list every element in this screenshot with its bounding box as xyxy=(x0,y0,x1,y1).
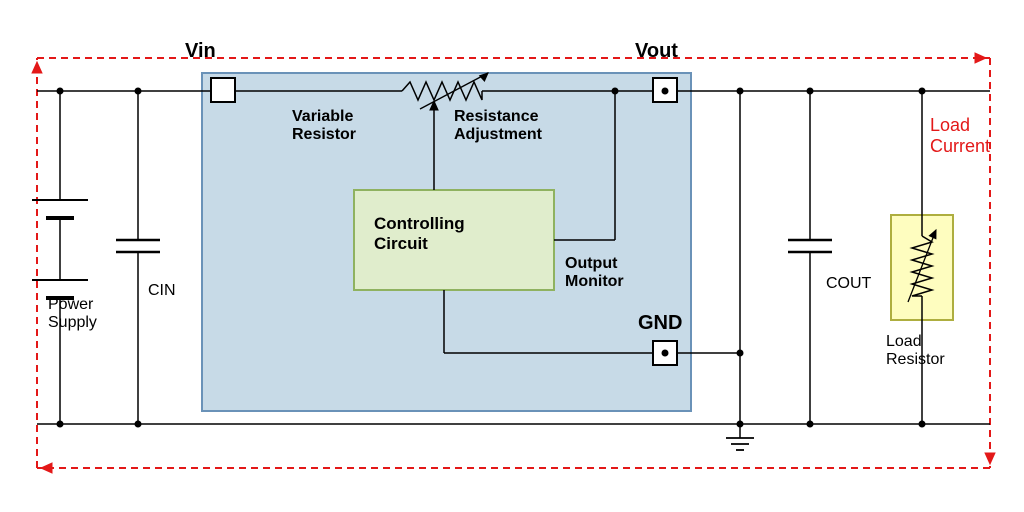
label-load_current: Load Current xyxy=(930,115,990,157)
node-dot xyxy=(807,88,814,95)
terminal-vin xyxy=(210,77,236,103)
node-dot xyxy=(662,88,669,95)
label-gnd: GND xyxy=(638,312,682,335)
label-vout: Vout xyxy=(635,40,678,63)
node-dot xyxy=(662,350,669,357)
node-dot xyxy=(737,421,744,428)
node-dot xyxy=(737,350,744,357)
label-cout: COUT xyxy=(826,275,871,293)
node-dot xyxy=(919,421,926,428)
circuit-diagram: Vin Vout GND Variable Resistor Resistance Ad… xyxy=(0,0,1024,512)
node-dot xyxy=(135,88,142,95)
node-dot xyxy=(919,88,926,95)
label-power_supply: Power Supply xyxy=(48,296,97,332)
label-load_resistor: Load Resistor xyxy=(886,333,945,369)
label-resistance_adjustment: Resistance Adjustment xyxy=(454,108,542,144)
node-dot xyxy=(57,88,64,95)
node-dot xyxy=(135,421,142,428)
label-vin: Vin xyxy=(185,40,216,63)
label-variable_resistor: Variable Resistor xyxy=(292,108,356,144)
node-dot xyxy=(57,421,64,428)
label-output_monitor: Output Monitor xyxy=(565,255,624,291)
node-dot xyxy=(612,88,619,95)
node-dot xyxy=(737,88,744,95)
label-cin: CIN xyxy=(148,282,176,300)
node-dot xyxy=(807,421,814,428)
wiring-svg xyxy=(0,0,1024,512)
label-controlling_circuit: Controlling Circuit xyxy=(374,214,465,254)
